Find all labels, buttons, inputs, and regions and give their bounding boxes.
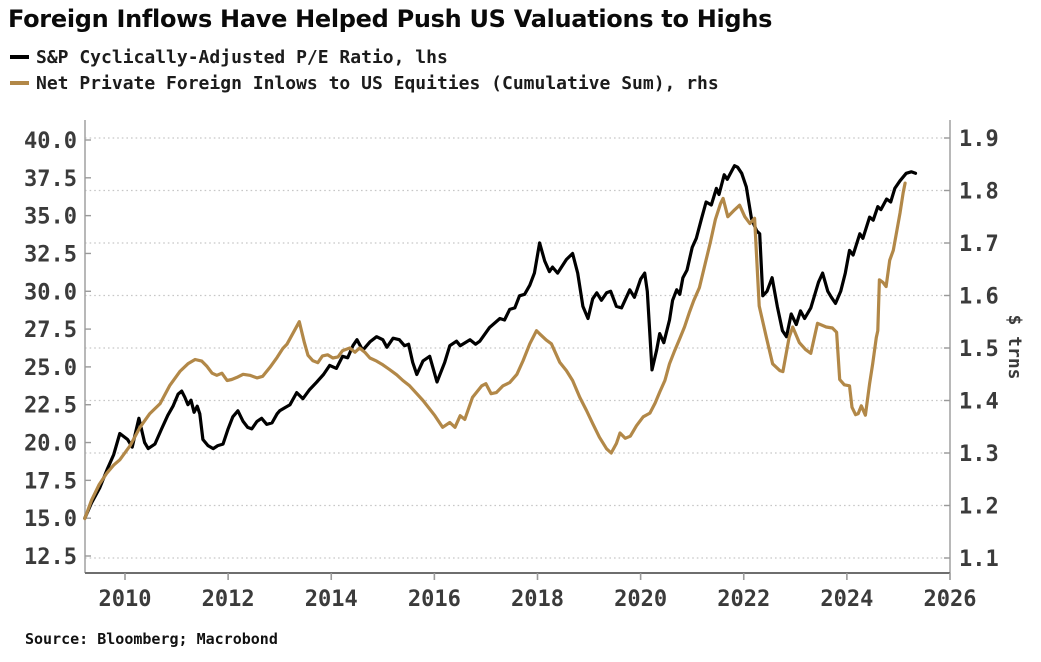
- legend-label-inflows: Net Private Foreign Inlows to US Equitie…: [36, 72, 719, 94]
- axis-ticks: [85, 137, 951, 580]
- y-left-tick-label: 30.0: [24, 280, 77, 305]
- legend-label-cape: S&P Cyclically-Adjusted P/E Ratio, lhs: [36, 46, 448, 68]
- y-left-tick-label: 40.0: [24, 129, 77, 154]
- x-tick-label: 2012: [202, 587, 255, 612]
- legend-item-cape: S&P Cyclically-Adjusted P/E Ratio, lhs: [10, 44, 719, 70]
- x-tick-label: 2024: [820, 587, 873, 612]
- cape-ratio-line: [83, 164, 918, 520]
- x-tick-label: 2018: [511, 587, 564, 612]
- y-left-tick-label: 15.0: [24, 507, 77, 532]
- y-right-tick-label: 1.3: [959, 442, 999, 467]
- y-right-tick-label: 1.2: [959, 495, 999, 520]
- y-right-tick-label: 1.7: [959, 232, 999, 257]
- y-left-tick-label: 35.0: [24, 205, 77, 230]
- y-left-tick-label: 12.5: [24, 545, 77, 570]
- legend-item-inflows: Net Private Foreign Inlows to US Equitie…: [10, 70, 719, 96]
- y-right-tick-label: 1.4: [959, 390, 999, 415]
- x-tick-label: 2020: [614, 587, 667, 612]
- x-tick-label: 2016: [408, 587, 461, 612]
- x-tick-label: 2010: [99, 587, 152, 612]
- y-left-tick-label: 20.0: [24, 432, 77, 457]
- gridlines: [85, 137, 950, 559]
- y-left-tick-label: 32.5: [24, 242, 77, 267]
- x-tick-label: 2022: [717, 587, 770, 612]
- x-tick-label: 2026: [924, 587, 977, 612]
- inflows-line-swatch: [10, 81, 29, 85]
- y-axis-right-title: $ trns: [1004, 314, 1025, 379]
- y-right-tick-label: 1.9: [959, 127, 999, 152]
- axes-spines: [84, 120, 951, 574]
- axis-tick-labels: 40.0 37.5 35.0 32.5 30.0 27.5 25.0 22.5 20.0 17.5…: [24, 127, 999, 612]
- y-left-tick-label: 17.5: [24, 469, 77, 494]
- y-right-tick-label: 1.5: [959, 337, 999, 362]
- y-left-tick-label: 27.5: [24, 318, 77, 343]
- source-attribution: Source: Bloomberg; Macrobond: [25, 630, 278, 648]
- y-left-tick-label: 37.5: [24, 167, 77, 192]
- y-right-tick-label: 1.1: [959, 547, 999, 572]
- x-tick-label: 2014: [305, 587, 358, 612]
- y-right-tick-label: 1.8: [959, 180, 999, 205]
- y-left-tick-label: 25.0: [24, 356, 77, 381]
- foreign-inflows-line: [83, 181, 907, 521]
- y-left-tick-label: 22.5: [24, 394, 77, 419]
- chart-title: Foreign Inflows Have Helped Push US Valu…: [8, 5, 773, 33]
- y-right-tick-label: 1.6: [959, 285, 999, 310]
- cape-line-swatch: [10, 55, 29, 59]
- data-series: [83, 164, 918, 521]
- legend: S&P Cyclically-Adjusted P/E Ratio, lhs N…: [10, 44, 719, 96]
